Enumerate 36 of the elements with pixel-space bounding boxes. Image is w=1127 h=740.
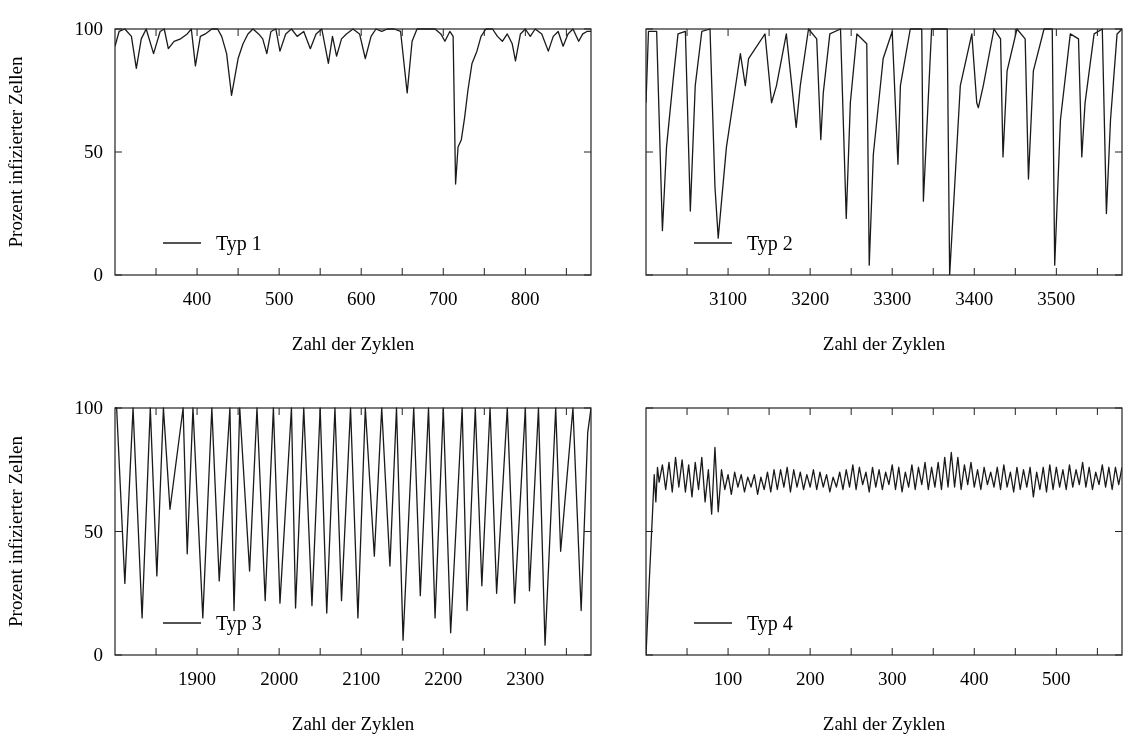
legend-label: Typ 3 <box>216 612 262 635</box>
x-tick-label: 300 <box>877 668 907 689</box>
x-tick-label: 600 <box>346 288 376 309</box>
x-tick-label: 2300 <box>506 668 545 689</box>
x-tick-label: 100 <box>713 668 743 689</box>
y-tick-label: 50 <box>84 141 103 162</box>
x-tick-label: 500 <box>264 288 294 309</box>
y-tick-label: 50 <box>84 520 103 542</box>
x-tick-label: 1900 <box>178 668 217 689</box>
x-tick-label: 400 <box>182 288 212 309</box>
x-tick-label: 3400 <box>955 288 994 309</box>
x-tick-label: 3200 <box>791 288 830 309</box>
x-tick-label: 400 <box>960 668 989 689</box>
y-axis-title: Prozent infizierter Zellen <box>5 435 26 627</box>
y-tick-label: 100 <box>74 18 103 39</box>
y-tick-label: 100 <box>74 397 103 418</box>
x-axis-title: Zahl der Zyklen <box>822 333 946 354</box>
x-tick-label: 2000 <box>260 668 299 689</box>
x-tick-label: 3500 <box>1037 288 1076 309</box>
y-tick-label: 0 <box>93 264 103 285</box>
legend-label: Typ 4 <box>747 612 793 635</box>
x-tick-label: 200 <box>795 668 825 689</box>
x-tick-label: 3300 <box>873 288 912 309</box>
y-tick-label: 0 <box>93 644 103 665</box>
x-axis-title: Zahl der Zyklen <box>291 333 415 354</box>
x-tick-label: 2200 <box>424 668 463 689</box>
x-axis-title: Zahl der Zyklen <box>291 713 415 734</box>
x-tick-label: 700 <box>429 288 458 309</box>
y-axis-title: Prozent infizierter Zellen <box>5 56 26 248</box>
x-tick-label: 800 <box>511 288 540 309</box>
x-tick-label: 2100 <box>342 668 381 689</box>
x-axis-title: Zahl der Zyklen <box>822 713 946 734</box>
legend-label: Typ 2 <box>747 232 793 255</box>
x-tick-label: 3100 <box>709 288 748 309</box>
legend-label: Typ 1 <box>216 232 262 255</box>
x-tick-label: 500 <box>1042 668 1071 689</box>
